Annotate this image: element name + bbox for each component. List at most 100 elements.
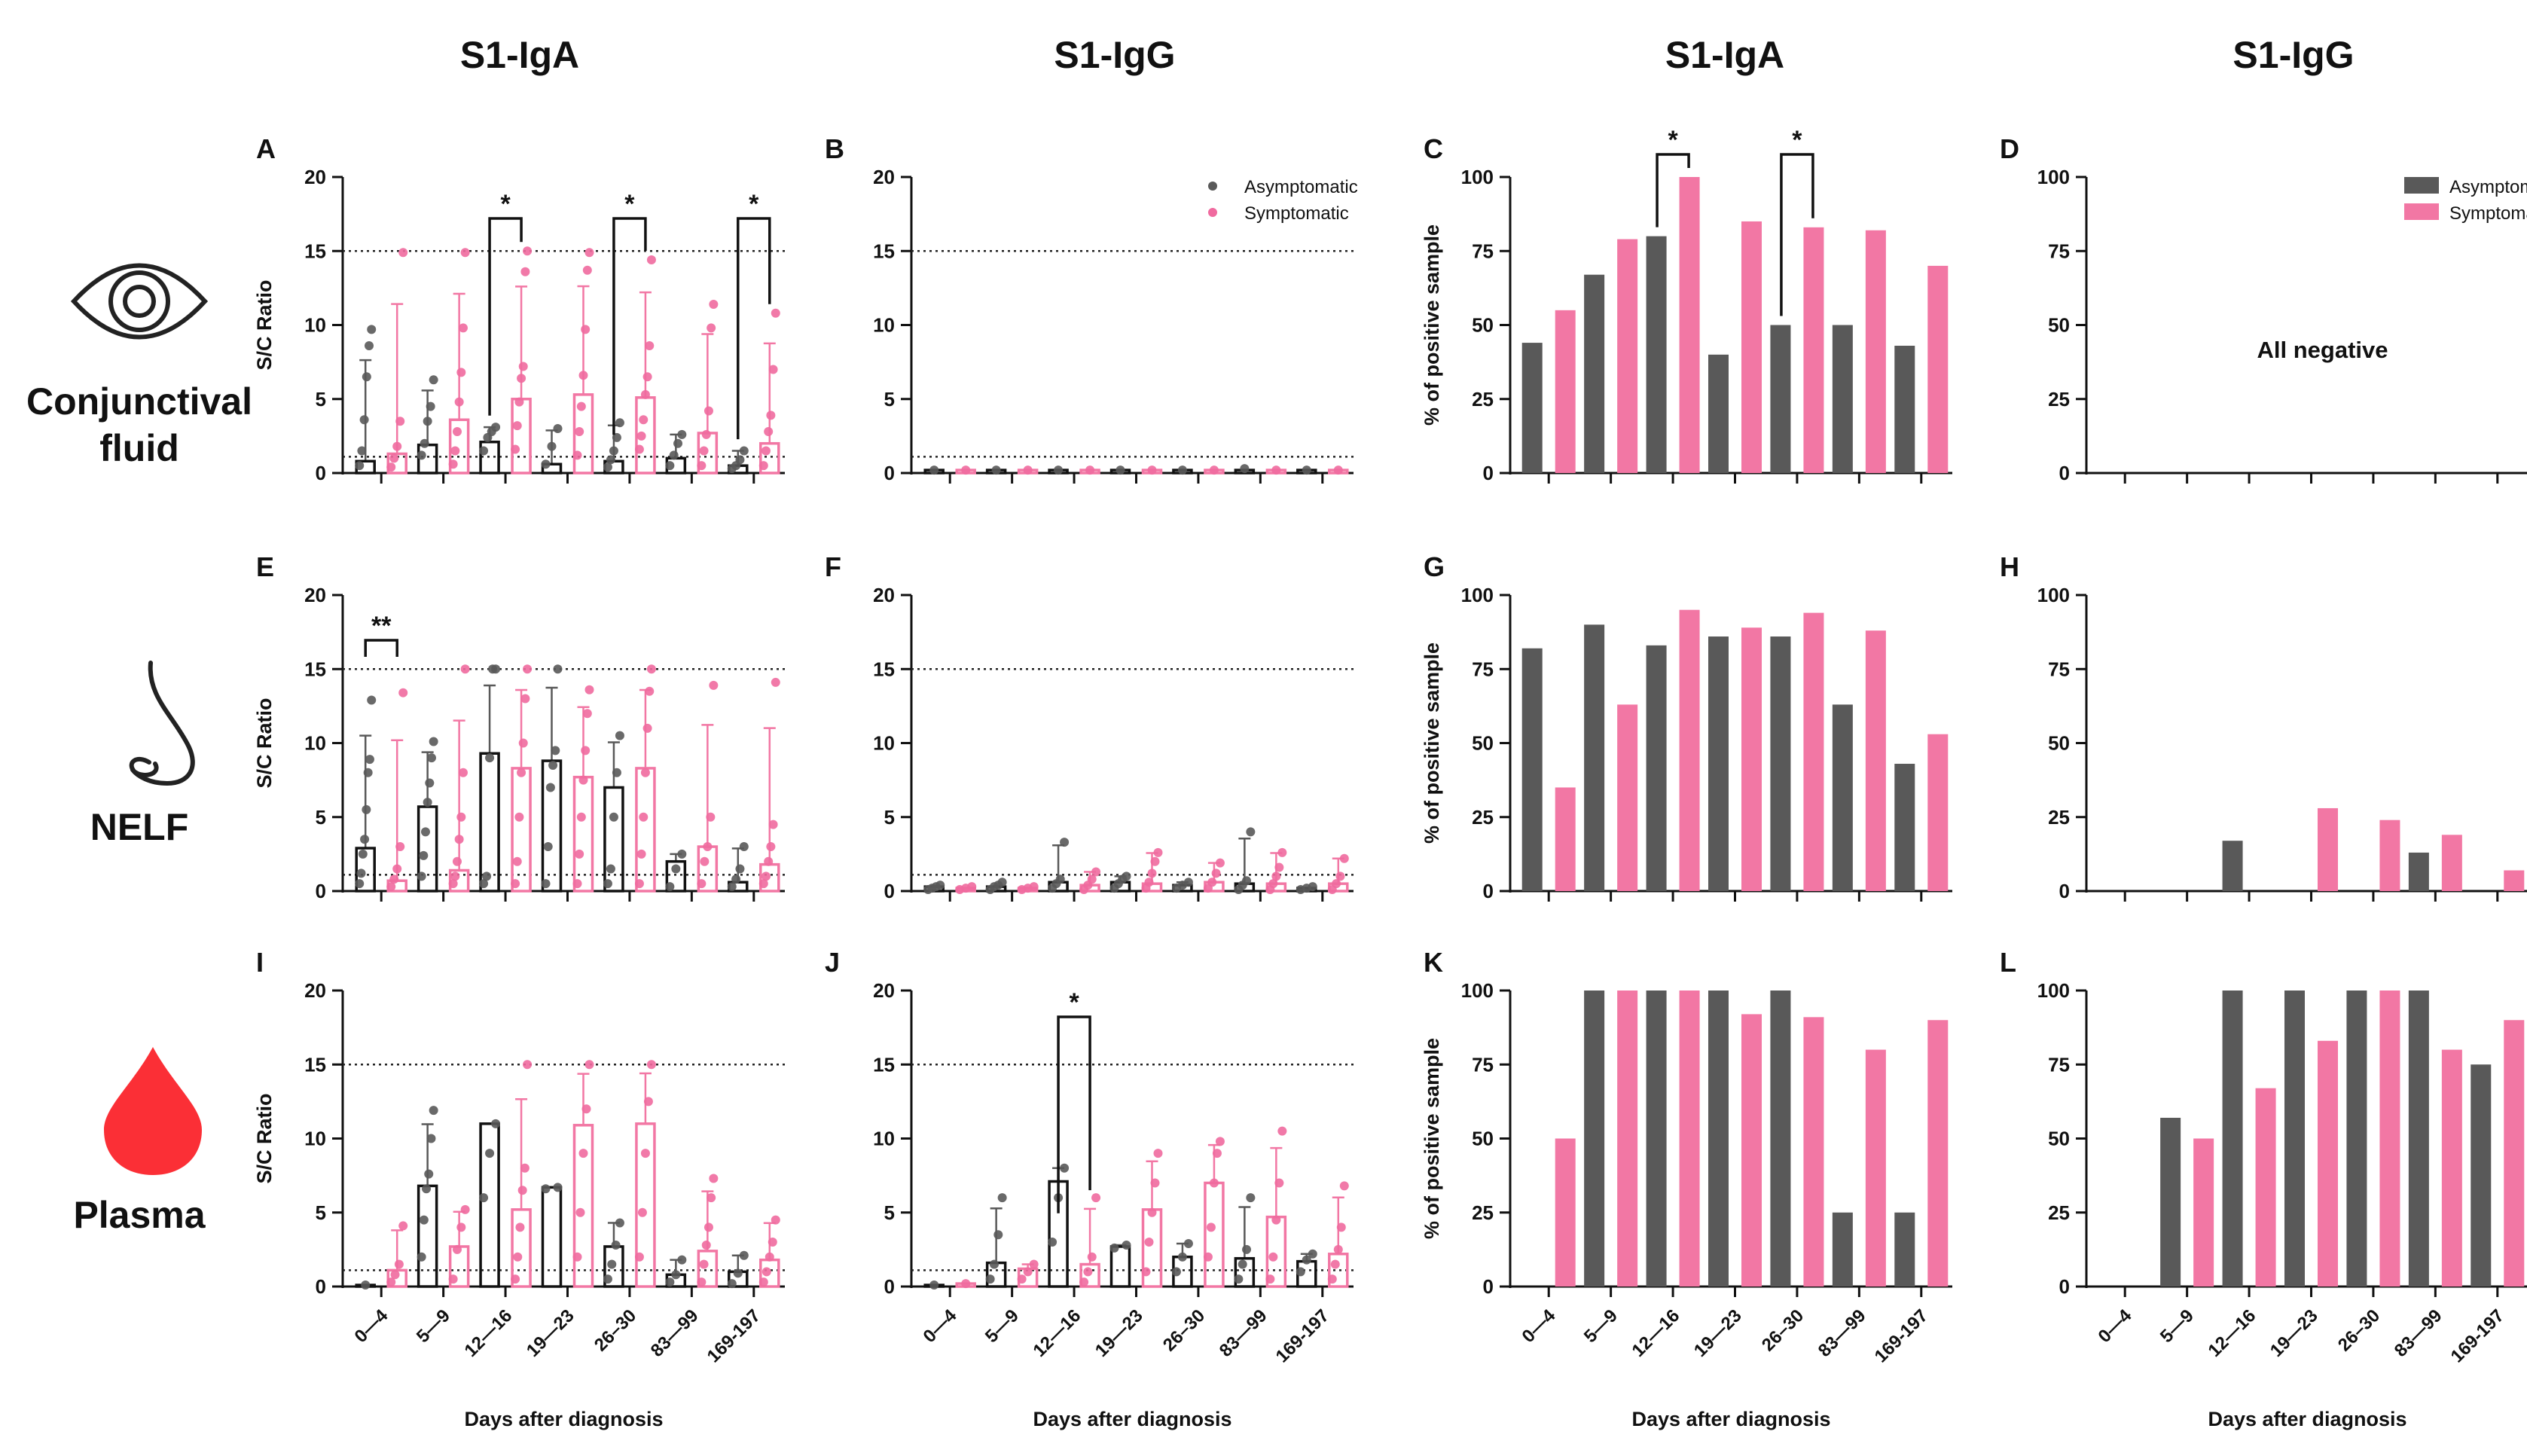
row-label: NELF [90, 806, 189, 848]
point-symptomatic [454, 835, 464, 844]
point-symptomatic [709, 680, 719, 690]
point-symptomatic [392, 441, 402, 451]
panel-e: E 0 5 10 15 20 S/C Ratio ** [253, 551, 785, 902]
point-asymptomatic [1177, 1252, 1187, 1262]
point-asymptomatic [929, 1280, 939, 1290]
point-symptomatic [634, 1252, 644, 1262]
bar-asymptomatic [2471, 1064, 2492, 1287]
bar-asymptomatic [1646, 991, 1667, 1287]
bar-asymptomatic [1832, 1212, 1853, 1287]
y-tick-label: 50 [2048, 314, 2070, 337]
point-symptomatic [1150, 856, 1160, 866]
y-tick-label: 25 [1472, 806, 1494, 829]
significance-label: * [1069, 988, 1079, 1017]
x-tick-label: 26–30 [591, 1305, 640, 1355]
point-symptomatic [1265, 1274, 1275, 1284]
bar-asymptomatic [2284, 991, 2305, 1287]
bar-symptomatic [1803, 612, 1824, 891]
bar-symptomatic [1679, 991, 1700, 1287]
panel-g: G 0 25 50 75 100 % of positive sample [1421, 551, 1952, 902]
bar-asymptomatic [1708, 991, 1729, 1287]
y-tick-label: 0 [316, 462, 326, 484]
point-symptomatic [390, 1270, 400, 1280]
panel-letter: E [256, 551, 274, 582]
bar-symptomatic [1617, 704, 1638, 891]
point-symptomatic [448, 879, 458, 889]
bar-asymptomatic [2222, 991, 2243, 1287]
point-symptomatic [771, 308, 780, 318]
bar-asymptomatic [417, 1184, 438, 1288]
point-symptomatic [1147, 465, 1157, 475]
bar-asymptomatic [2222, 841, 2243, 891]
y-tick-label: 75 [1472, 240, 1494, 262]
significance-bracket [612, 217, 647, 435]
x-tick-label: 5—9 [2156, 1305, 2198, 1347]
y-tick-label: 0 [1483, 1275, 1494, 1298]
point-asymptomatic [1308, 1249, 1317, 1259]
x-tick-label: 19—23 [1690, 1305, 1746, 1361]
bar-symptomatic [2318, 1040, 2338, 1287]
bar-symptomatic [2441, 1049, 2462, 1287]
point-asymptomatic [491, 664, 501, 674]
point-symptomatic [520, 1163, 530, 1173]
bar-symptomatic [1741, 1014, 1762, 1287]
panel-letter: I [256, 947, 264, 978]
y-axis-title: % of positive sample [1421, 643, 1443, 844]
panel-letter: L [2000, 947, 2016, 978]
point-asymptomatic [603, 462, 612, 472]
point-asymptomatic [355, 879, 365, 889]
point-asymptomatic [429, 737, 438, 746]
point-symptomatic [575, 426, 584, 436]
y-tick-label: 5 [884, 1201, 895, 1224]
point-symptomatic [646, 1060, 656, 1070]
bar-asymptomatic [1646, 645, 1667, 891]
point-symptomatic [766, 842, 776, 852]
point-asymptomatic [985, 1274, 995, 1284]
bar-asymptomatic [2408, 852, 2429, 891]
point-asymptomatic [1060, 838, 1070, 847]
point-asymptomatic [361, 1280, 371, 1290]
bar-symptomatic [2318, 807, 2338, 891]
bar-symptomatic [2504, 1020, 2525, 1287]
point-asymptomatic [365, 341, 374, 351]
bar-symptomatic [1555, 310, 1576, 473]
point-asymptomatic [997, 1193, 1007, 1203]
point-symptomatic [452, 1244, 462, 1254]
point-symptomatic [515, 1222, 525, 1232]
point-asymptomatic [615, 418, 624, 428]
y-axis-title: S/C Ratio [253, 279, 276, 370]
y-tick-label: 75 [1472, 658, 1494, 680]
point-asymptomatic [1246, 1193, 1256, 1203]
y-tick-label: 15 [304, 1053, 326, 1076]
bar-asymptomatic [479, 752, 500, 893]
point-asymptomatic [997, 878, 1007, 887]
point-symptomatic [1150, 1178, 1160, 1188]
y-tick-label: 10 [304, 314, 326, 337]
row-label: Plasma [73, 1194, 206, 1236]
point-symptomatic [513, 1252, 523, 1262]
y-tick-label: 15 [873, 658, 895, 680]
point-symptomatic [634, 444, 644, 454]
point-symptomatic [707, 323, 716, 333]
bar-asymptomatic [665, 859, 687, 893]
point-symptomatic [578, 371, 588, 380]
point-symptomatic [456, 812, 466, 822]
point-asymptomatic [1302, 465, 1311, 475]
point-symptomatic [640, 768, 650, 777]
point-symptomatic [584, 1060, 594, 1070]
column-title: S1-IgG [1054, 34, 1175, 76]
point-symptomatic [1085, 465, 1095, 475]
y-tick-label: 0 [2059, 462, 2070, 484]
point-symptomatic [758, 461, 768, 471]
point-symptomatic [1333, 465, 1343, 475]
point-asymptomatic [669, 450, 679, 460]
point-symptomatic [572, 450, 582, 460]
bar-asymptomatic [1234, 1256, 1256, 1288]
bar-symptomatic [2255, 1088, 2276, 1287]
point-symptomatic [761, 446, 771, 456]
point-symptomatic [1087, 1252, 1097, 1262]
point-asymptomatic [548, 760, 558, 770]
point-symptomatic [761, 871, 771, 881]
point-symptomatic [1209, 1178, 1219, 1188]
x-axis-title: Days after diagnosis [2208, 1408, 2406, 1430]
